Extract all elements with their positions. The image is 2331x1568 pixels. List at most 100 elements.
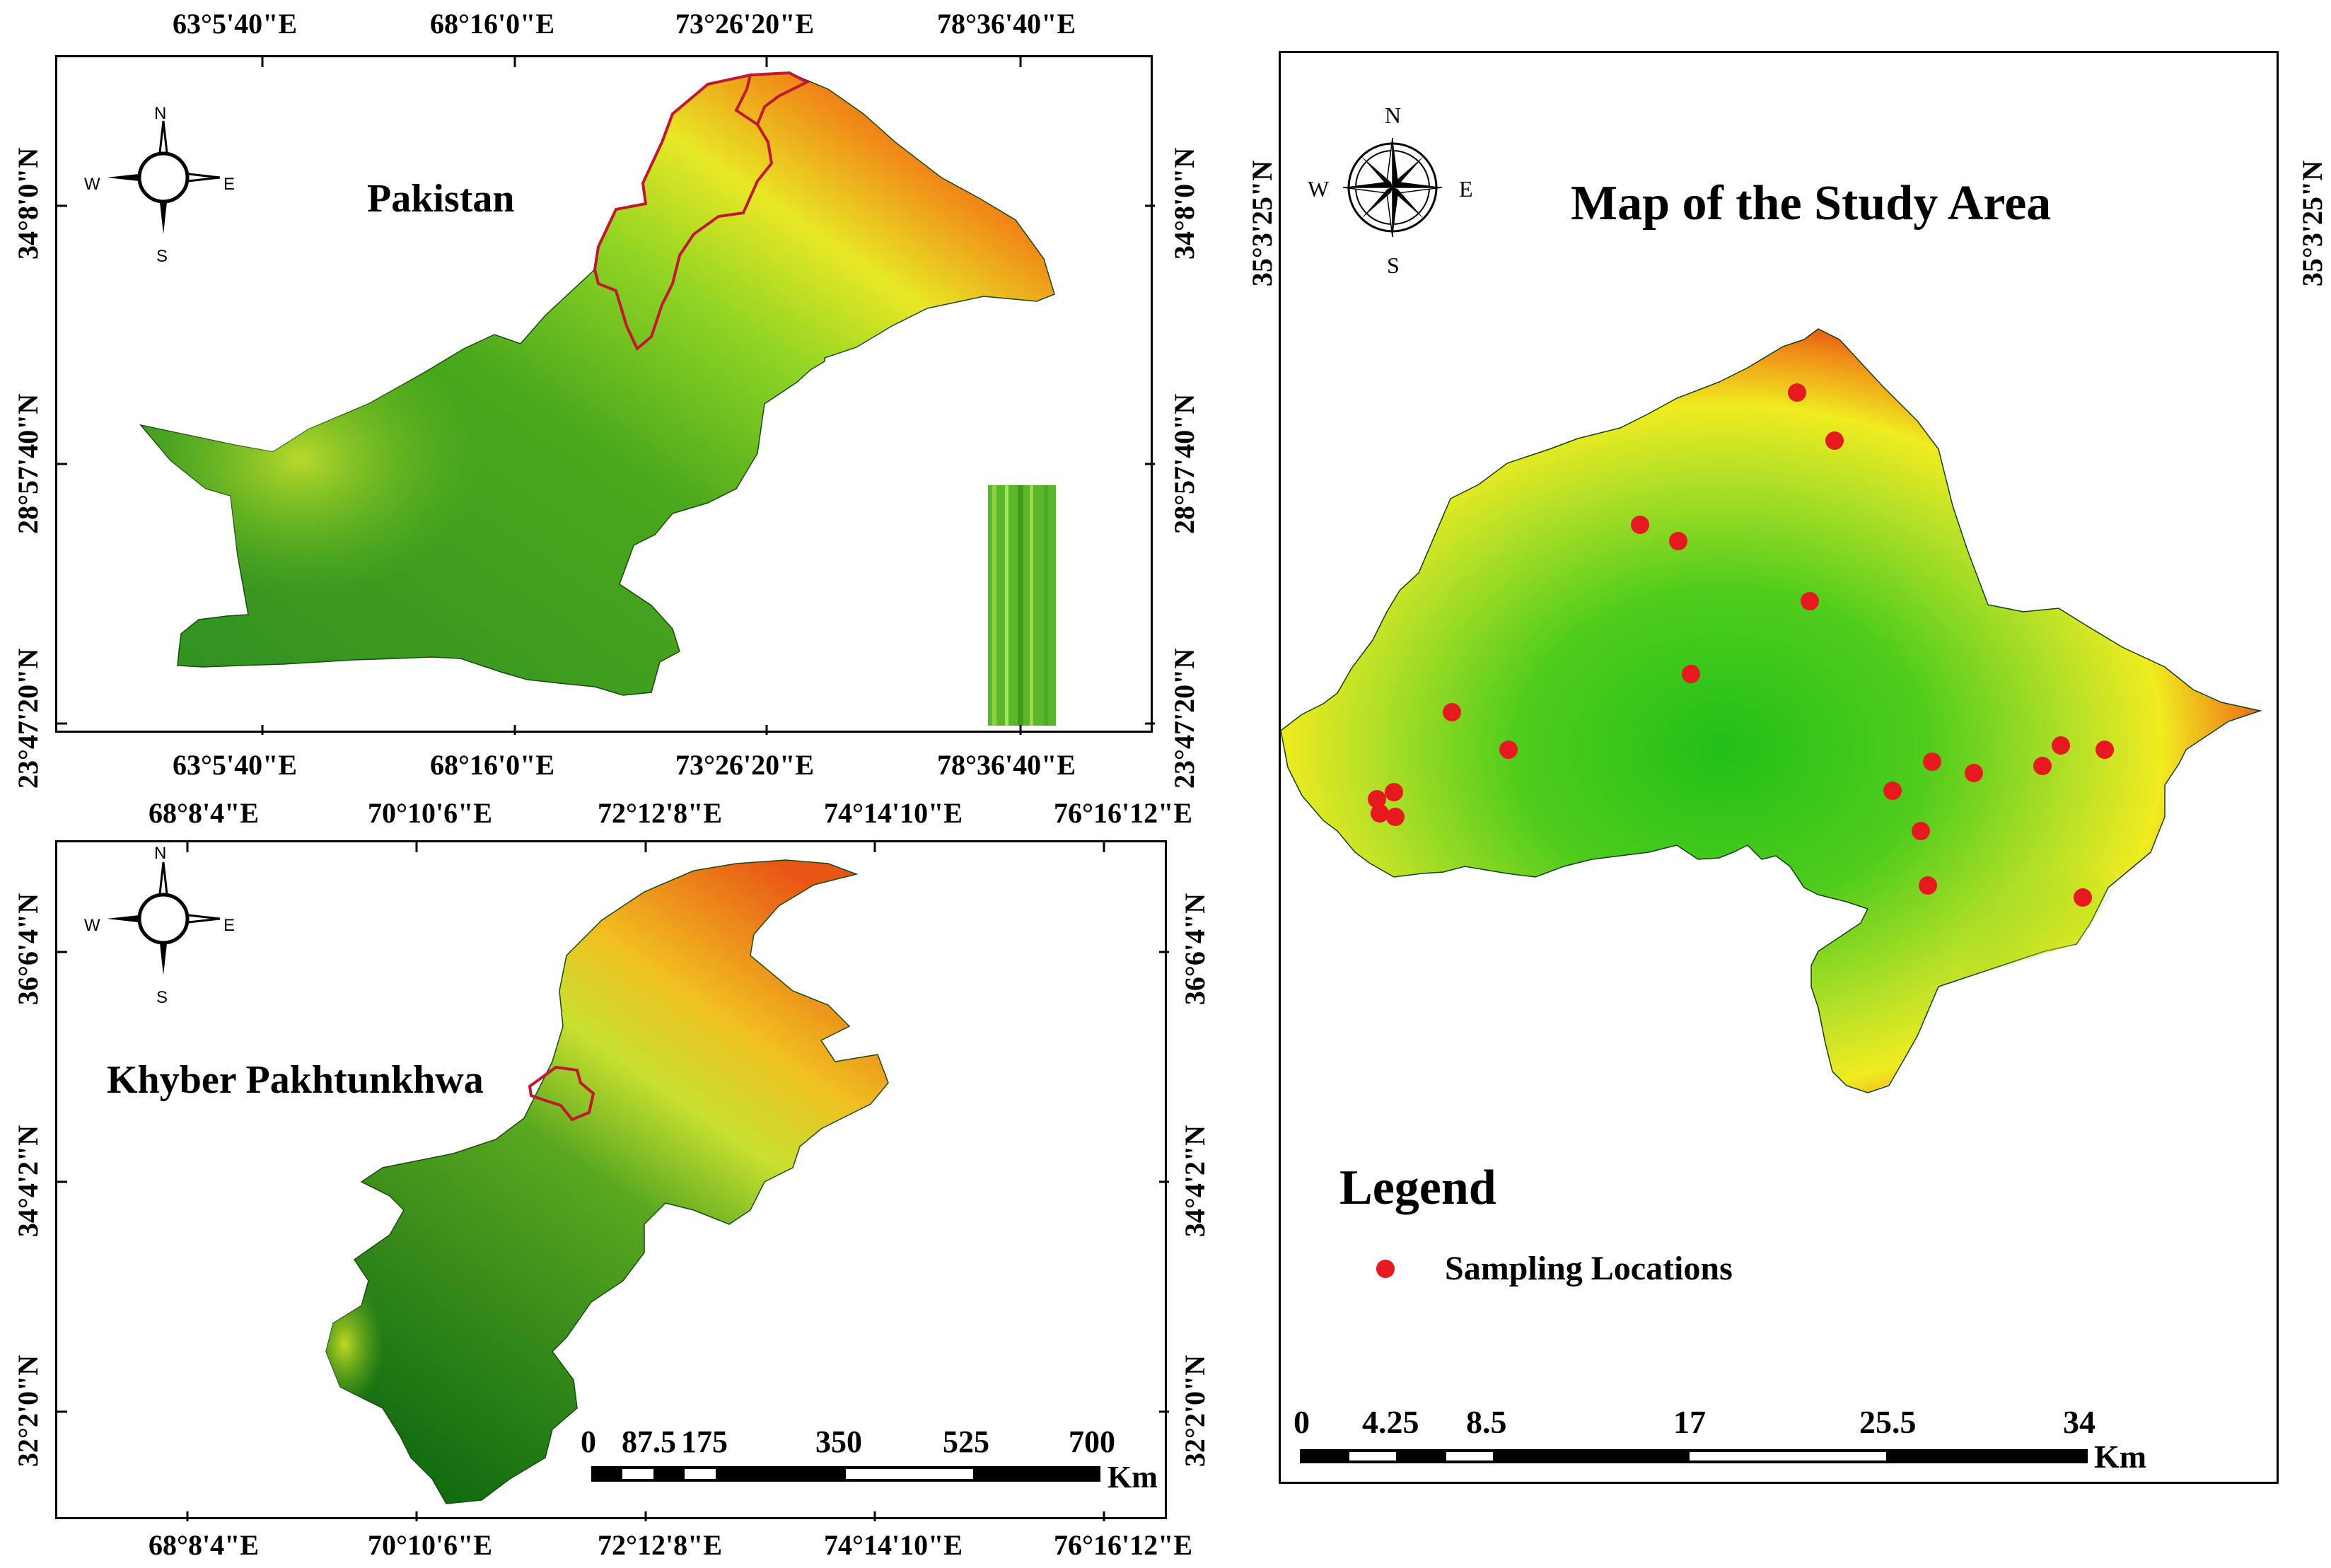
pk-lon-bot-3: 73°26'20"E (675, 749, 814, 781)
legend-point-symbol (1376, 1260, 1395, 1278)
kpk-lon-top-2: 70°10'6"E (368, 797, 492, 829)
sampling-location-point (2095, 741, 2114, 759)
kpk-lat-left-3: 32°2'0"N (12, 1354, 44, 1468)
compass-s: S (156, 247, 168, 266)
compass-w: W (1308, 176, 1330, 202)
kpk-lon-bot-5: 76°16'12"E (1054, 1529, 1192, 1561)
pk-lon-top-4: 78°36'40"E (937, 8, 1076, 40)
kpk-lat-left-2: 34°4'2"N (12, 1125, 44, 1238)
kpk-ticks (57, 842, 1169, 1521)
sampling-location-point (1443, 703, 1461, 721)
study-scale-4: 25.5 (1859, 1404, 1917, 1440)
study-area-map (1280, 328, 2262, 1463)
pk-lat-right-1: 34°8'0"N (1168, 147, 1200, 260)
study-scale-0: 0 (1294, 1404, 1310, 1440)
study-lat-left: 35°3'25"N (1246, 160, 1278, 287)
kpk-lon-bot-1: 68°8'4"E (149, 1529, 259, 1561)
legend-heading: Legend (1339, 1161, 1496, 1215)
sampling-location-point (1883, 782, 1902, 800)
study-lat-right: 35°3'25"N (2296, 160, 2328, 287)
elevation-color-bar (988, 485, 1056, 726)
pk-lat-left-3: 23°47'20"N (12, 648, 44, 789)
compass-n: N (154, 104, 167, 123)
sampling-location-point (1825, 431, 1844, 450)
pk-lon-top-2: 68°16'0"E (430, 8, 554, 40)
kpk-lon-bot-3: 72°12'8"E (598, 1529, 722, 1561)
compass-e: E (223, 175, 236, 194)
pk-lon-bot-2: 68°16'0"E (430, 749, 554, 781)
sampling-location-point (1801, 592, 1819, 610)
compass-e: E (1459, 176, 1473, 202)
pakistan-title: Pakistan (367, 177, 515, 221)
study-scale-1: 4.25 (1362, 1404, 1419, 1440)
study-scale-bar (1300, 1449, 2088, 1463)
sampling-location-point (2033, 757, 2052, 775)
kpk-lon-bot-2: 70°10'6"E (368, 1529, 492, 1561)
study-area-title: Map of the Study Area (1571, 176, 2052, 231)
kpk-scale-bar (591, 1466, 1100, 1482)
sampling-location-point (1682, 665, 1700, 683)
compass-icon (107, 120, 221, 234)
study-scale-unit: Km (2094, 1439, 2147, 1475)
sampling-location-point (1912, 822, 1930, 840)
sampling-location-point (1386, 808, 1405, 826)
compass-s: S (156, 988, 168, 1007)
pk-lon-bot-4: 78°36'40"E (937, 749, 1076, 781)
study-scale-5: 34 (2063, 1404, 2095, 1440)
kpk-lat-left-1: 36°6'4"N (12, 893, 44, 1006)
kpk-scale-4: 525 (943, 1424, 989, 1459)
kpk-lat-right-3: 32°2'0"N (1179, 1354, 1211, 1468)
compass-s: S (1387, 252, 1400, 278)
sampling-location-point (1965, 764, 1983, 782)
sampling-points (1368, 383, 2114, 907)
pk-lat-right-2: 28°57'40"N (1168, 393, 1200, 534)
sampling-location-point (2074, 888, 2092, 907)
sampling-location-point (1788, 383, 1806, 402)
sampling-location-point (1385, 783, 1403, 801)
pk-lat-left-1: 34°8'0"N (12, 147, 44, 260)
kpk-lon-top-5: 76°16'12"E (1054, 797, 1192, 829)
kpk-lon-top-1: 68°8'4"E (149, 797, 259, 829)
kpk-province-shape (325, 859, 889, 1504)
compass-rose-icon (1342, 137, 1443, 238)
kpk-scale-0: 0 (581, 1424, 596, 1459)
kpk-scale-5: 700 (1069, 1424, 1115, 1459)
kpk-scale-unit: Km (1108, 1460, 1158, 1494)
legend-item-label: Sampling Locations (1445, 1250, 1733, 1287)
kpk-lon-bot-4: 74°14'10"E (824, 1529, 963, 1561)
kpk-map-frame: N S W E Khyber Pakhtunkhwa 0 87.5 175 35… (55, 840, 1169, 1521)
kpk-lon-top-4: 74°14'10"E (824, 797, 963, 829)
sampling-location-point (1371, 804, 1389, 823)
kpk-scale-3: 350 (815, 1424, 862, 1459)
study-scale-3: 17 (1673, 1404, 1706, 1440)
study-scale-2: 8.5 (1466, 1404, 1507, 1440)
pakistan-map (139, 71, 1056, 726)
kpk-title: Khyber Pakhtunkhwa (107, 1058, 484, 1102)
compass-w: W (84, 175, 100, 194)
kpk-map (325, 859, 889, 1504)
kpk-study-area-outline (528, 1065, 595, 1122)
kpk-lat-right-2: 34°4'2"N (1179, 1125, 1211, 1238)
compass-e: E (223, 916, 236, 935)
compass-icon (107, 861, 221, 975)
kpk-scale-1: 87.5 (622, 1424, 676, 1459)
study-area-frame: N S W E Map of the Study Area Legend Sam… (1279, 51, 2279, 1484)
sampling-location-point (1499, 741, 1518, 759)
sampling-location-point (1368, 790, 1386, 808)
compass-n: N (154, 844, 167, 863)
pk-lon-top-1: 63°5'40"E (173, 8, 297, 40)
kpk-scale-2: 175 (681, 1424, 728, 1459)
pk-lat-right-3: 23°47'20"N (1168, 648, 1200, 789)
kpk-boundary (593, 73, 774, 352)
sampling-location-point (1669, 532, 1687, 550)
pk-lon-top-3: 73°26'20"E (675, 8, 814, 40)
sampling-location-point (1923, 753, 1941, 771)
pk-lon-bot-1: 63°5'40"E (173, 749, 297, 781)
compass-w: W (84, 916, 100, 935)
kpk-lat-right-1: 36°6'4"N (1179, 893, 1211, 1006)
kpk-lon-top-3: 72°12'8"E (598, 797, 722, 829)
compass-n: N (1385, 103, 1402, 128)
sampling-location-point (2052, 736, 2070, 755)
sampling-location-point (1631, 516, 1649, 534)
pakistan-map-frame: N S W E Pakistan (55, 55, 1155, 735)
